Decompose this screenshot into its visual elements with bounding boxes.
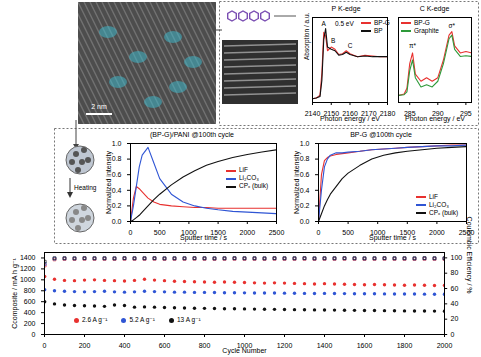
svg-text:295: 295 (460, 110, 472, 118)
svg-text:2500: 2500 (269, 229, 285, 236)
svg-text:0.4: 0.4 (112, 187, 122, 194)
svg-text:60: 60 (451, 285, 459, 292)
svg-text:1800: 1800 (397, 342, 413, 349)
svg-text:80: 80 (451, 269, 459, 276)
html-text:BP-G @100th cycle: BP-G @100th cycle (350, 131, 412, 138)
svg-text:0.6: 0.6 (112, 171, 122, 178)
svg-text:Normalized intensity: Normalized intensity (293, 150, 301, 214)
svg-text:Coulombic Efficiency / %: Coulombic Efficiency / % (465, 217, 473, 294)
svg-text:2140: 2140 (305, 110, 321, 117)
svg-text:2000: 2000 (429, 229, 445, 236)
svg-text:20: 20 (451, 315, 459, 322)
svg-text:1200: 1200 (277, 342, 293, 349)
html-text:5.2 A g⁻¹: 5.2 A g⁻¹ (129, 316, 155, 323)
svg-text:0.0: 0.0 (300, 218, 310, 225)
svg-text:500: 500 (154, 229, 166, 236)
svg-text:0: 0 (32, 331, 36, 338)
svg-text:1200: 1200 (20, 265, 36, 272)
svg-text:A: A (322, 20, 327, 27)
svg-text:1000: 1000 (20, 276, 36, 283)
svg-text:40: 40 (451, 300, 459, 307)
svg-text:2180: 2180 (380, 110, 396, 117)
svg-text:1.0: 1.0 (300, 140, 310, 147)
svg-text:Absorption / a.u.: Absorption / a.u. (303, 12, 311, 60)
html-text:LiF: LiF (429, 193, 438, 200)
svg-text:π*: π* (409, 42, 416, 49)
svg-text:0: 0 (451, 331, 455, 338)
svg-text:100: 100 (451, 254, 463, 261)
svg-text:0.8: 0.8 (300, 155, 310, 162)
svg-text:B: B (331, 36, 335, 43)
html-text:BP-G: BP-G (414, 19, 430, 26)
svg-text:0: 0 (317, 229, 321, 236)
svg-text:600: 600 (159, 342, 171, 349)
svg-text:Photon energy / eV: Photon energy / eV (320, 115, 380, 123)
html-text:LiF: LiF (239, 166, 248, 174)
html-text:BP: BP (374, 27, 383, 34)
svg-text:800: 800 (199, 342, 211, 349)
svg-text:1.0: 1.0 (112, 140, 122, 147)
svg-text:500: 500 (342, 229, 354, 236)
svg-text:800: 800 (24, 287, 36, 294)
svg-text:0: 0 (129, 229, 133, 236)
svg-text:0.6: 0.6 (300, 171, 310, 178)
html-text:P K-edge: P K-edge (331, 5, 361, 12)
svg-text:2 nm: 2 nm (91, 103, 107, 110)
svg-text:0.5 eV: 0.5 eV (335, 20, 354, 27)
html-text:Li₂CO₃: Li₂CO₃ (239, 174, 259, 182)
html-text:Li₂CO₃: Li₂CO₃ (429, 201, 449, 208)
svg-text:0.4: 0.4 (300, 187, 310, 194)
svg-text:1400: 1400 (317, 342, 333, 349)
svg-text:0.2: 0.2 (300, 202, 310, 209)
html-text:13 A g⁻¹: 13 A g⁻¹ (177, 316, 201, 323)
svg-text:Cycle Number: Cycle Number (222, 347, 267, 355)
svg-text:Photon energy / eV: Photon energy / eV (405, 115, 465, 123)
svg-text:0.8: 0.8 (112, 155, 122, 162)
svg-text:2000: 2000 (240, 229, 256, 236)
html-text:2.6 A g⁻¹: 2.6 A g⁻¹ (82, 316, 108, 323)
html-text:BP-G: BP-G (374, 19, 390, 26)
svg-text:400: 400 (24, 309, 36, 316)
svg-text:200: 200 (79, 342, 91, 349)
svg-text:Sputter time / s: Sputter time / s (369, 234, 417, 242)
svg-text:2000: 2000 (437, 342, 453, 349)
svg-text:σ*: σ* (449, 22, 456, 29)
html-text:C K-edge: C K-edge (419, 5, 450, 12)
svg-text:1600: 1600 (357, 342, 373, 349)
svg-text:200: 200 (24, 320, 36, 327)
svg-text:Ccomposite / mA h g⁻¹: Ccomposite / mA h g⁻¹ (11, 258, 19, 329)
svg-text:1400: 1400 (20, 254, 36, 261)
html-text:Graphite: Graphite (414, 27, 439, 34)
html-text:CPₓ (bulk): CPₓ (bulk) (429, 209, 459, 216)
svg-text:400: 400 (119, 342, 131, 349)
svg-text:Heating: Heating (74, 184, 97, 192)
svg-text:Sputter time / s: Sputter time / s (180, 234, 228, 242)
svg-text:0.0: 0.0 (112, 218, 122, 225)
svg-text:600: 600 (24, 298, 36, 305)
html-text:(BP-G)/PANI @100th cycle: (BP-G)/PANI @100th cycle (150, 131, 234, 138)
svg-text:C: C (348, 42, 353, 49)
svg-text:Normalized intensity: Normalized intensity (105, 150, 113, 214)
html-text:CPₓ (bulk): CPₓ (bulk) (239, 182, 269, 190)
svg-text:0: 0 (43, 342, 47, 349)
svg-text:0.2: 0.2 (112, 202, 122, 209)
